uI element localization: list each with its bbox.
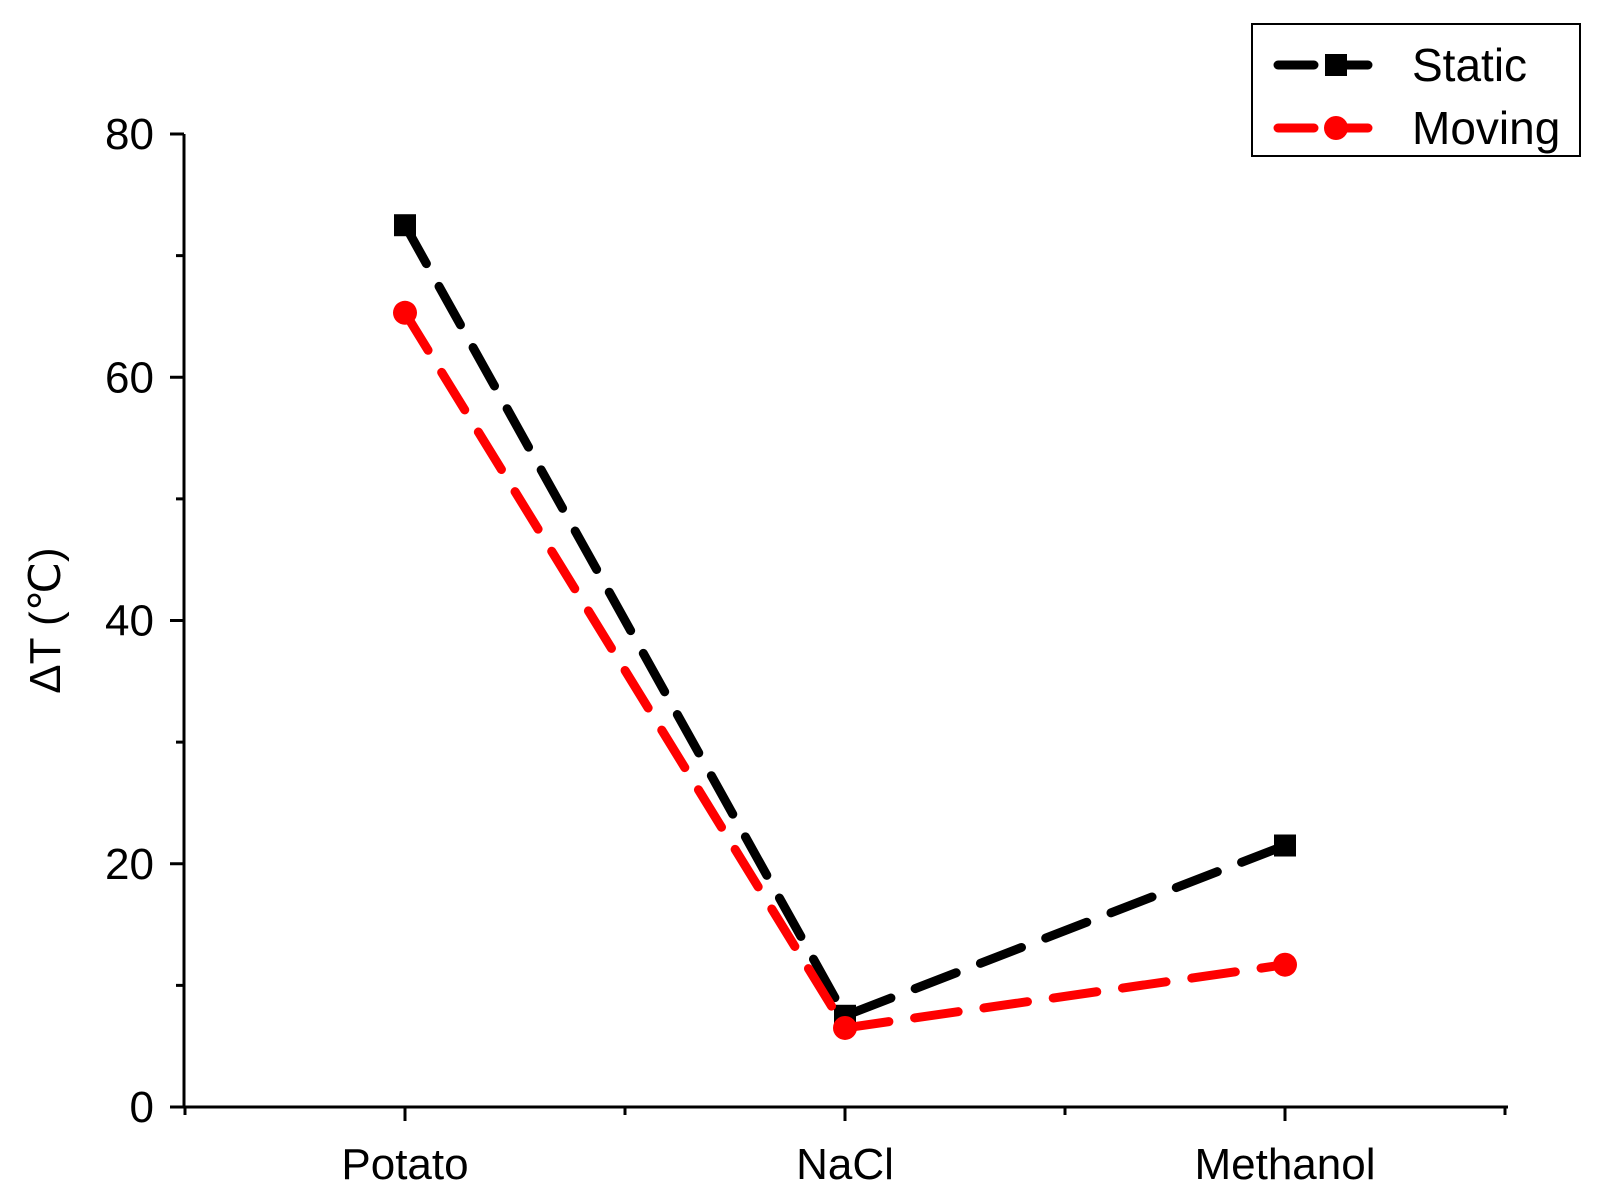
axes: 0 20 40 60 80 Potato NaCl Methanol ΔT (℃) [21, 110, 1508, 1189]
series-static [394, 214, 1296, 1027]
data-point-static [1274, 834, 1296, 857]
legend-label-static: Static [1412, 39, 1527, 91]
legend-label-moving: Moving [1412, 102, 1560, 154]
legend-box [1251, 23, 1581, 157]
x-tick-label: NaCl [796, 1140, 894, 1189]
y-tick-label: 40 [105, 597, 154, 646]
y-tick-label: 0 [130, 1083, 154, 1132]
legend: Static Moving [1251, 23, 1581, 157]
y-tick-label: 60 [105, 353, 154, 402]
series-line-moving [400, 308, 1290, 1033]
series-moving [393, 300, 1297, 1040]
series-line-static [400, 220, 1290, 1021]
y-tick-label: 20 [105, 840, 154, 889]
data-point-moving [393, 300, 417, 325]
data-point-moving [1273, 952, 1297, 977]
legend-marker-static [1325, 54, 1347, 76]
legend-marker-moving [1324, 116, 1348, 140]
x-tick-label: Methanol [1194, 1140, 1375, 1189]
series-layer [393, 214, 1297, 1040]
y-axis-title: ΔT (℃) [21, 547, 70, 693]
data-point-static [394, 214, 416, 237]
y-tick-label: 80 [105, 110, 154, 159]
data-point-moving [833, 1015, 857, 1040]
x-tick-label: Potato [341, 1140, 468, 1189]
